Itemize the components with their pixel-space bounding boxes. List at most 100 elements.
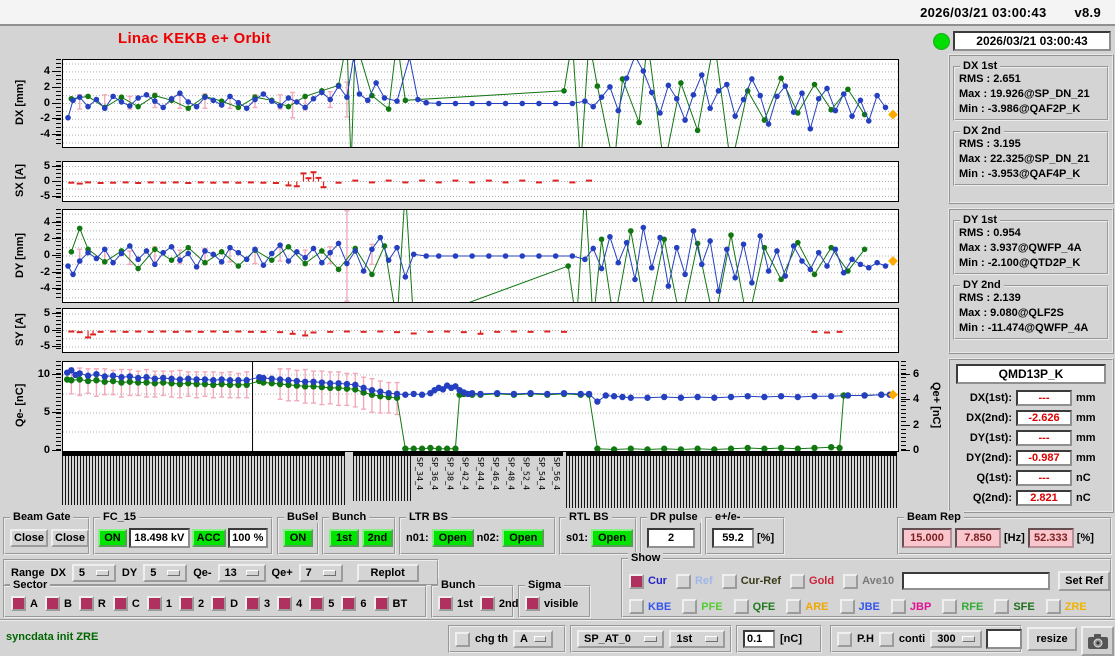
monitor-row-value: 2.821: [1016, 490, 1072, 506]
set-ref-button[interactable]: Set Ref: [1058, 571, 1110, 591]
show-checkbox-cur[interactable]: [629, 574, 644, 589]
bunch-filter-checkbox-2nd[interactable]: [480, 596, 495, 611]
extra-input[interactable]: [986, 629, 1022, 649]
y-tick-mark: [52, 166, 61, 167]
sector-checkbox-3[interactable]: [245, 596, 260, 611]
y-tick-mark: [52, 313, 61, 314]
stats-line: RMS : 2.651: [959, 72, 1105, 87]
sector-checkbox-5[interactable]: [309, 596, 324, 611]
monitor-row-label: Q(1st):: [952, 472, 1012, 484]
stats-line: Min : -11.474@QWFP_4A: [959, 321, 1105, 336]
bunch-select-group: Bunch 1st 2nd: [322, 517, 396, 555]
sector-checkbox-4[interactable]: [277, 596, 292, 611]
sigma-item-visible: visible: [525, 596, 578, 611]
replot-button[interactable]: Replot: [357, 564, 419, 582]
show-checkbox-gold[interactable]: [790, 574, 805, 589]
rtl-s01-label: s01:: [566, 532, 588, 544]
show-checkbox-rfe[interactable]: [942, 599, 957, 614]
y-tick-mark: [52, 346, 61, 347]
resize-button[interactable]: resize: [1027, 627, 1077, 651]
bpm-label: SP_46_4: [491, 457, 500, 498]
sector-group: Sector ABRC12D3456BT: [3, 585, 427, 618]
sector-label: BT: [393, 598, 408, 610]
show-label: Cur-Ref: [741, 575, 781, 587]
ltr-n02-open-button[interactable]: Open: [502, 529, 544, 547]
points-select[interactable]: 300: [930, 630, 982, 648]
chg-th-checkbox[interactable]: [455, 632, 470, 647]
bunch-readout-select[interactable]: 1st: [669, 630, 725, 648]
screenshot-camera-button[interactable]: [1081, 626, 1114, 656]
y-tick-label: 0: [26, 444, 50, 456]
show-item-sfe: SFE: [994, 599, 1034, 614]
monitor-row-label: DX(2nd):: [952, 412, 1012, 424]
show-checkbox-pfe[interactable]: [682, 599, 697, 614]
y-tick-mark: [52, 196, 61, 197]
show-checkbox-jbe[interactable]: [840, 599, 855, 614]
range-label: Range: [11, 567, 45, 579]
show-checkbox-jbp[interactable]: [891, 599, 906, 614]
range-qep-select[interactable]: 7: [299, 564, 343, 582]
sector-checkbox-c[interactable]: [113, 596, 128, 611]
option-menu-icon: [534, 636, 546, 642]
option-menu-icon: [96, 570, 109, 576]
stats-group-dy-2nd: DY 2ndRMS : 2.139Max : 9.080@QLF2SMin : …: [953, 285, 1109, 340]
sector-checkbox-b[interactable]: [45, 596, 60, 611]
y-tick-label: 4: [26, 65, 50, 77]
beam-rep-value-2: 7.850: [955, 528, 1001, 548]
bunch-filter-checkbox-1st[interactable]: [438, 596, 453, 611]
y-tick-mark: [52, 134, 61, 135]
ltr-n01-open-button[interactable]: Open: [432, 529, 474, 547]
titlebar-datetime: 2026/03/21 03:00:43: [920, 5, 1060, 20]
sector-checkbox-d[interactable]: [211, 596, 226, 611]
chg-th-select[interactable]: A: [513, 630, 553, 648]
busel-on-button[interactable]: ON: [283, 529, 313, 547]
ph-checkbox[interactable]: [837, 632, 852, 647]
bunch-1st-button[interactable]: 1st: [329, 529, 359, 547]
sector-item-bt: BT: [374, 596, 408, 611]
show-checkbox-are[interactable]: [786, 599, 801, 614]
y-tick-mark: [52, 255, 61, 256]
show-checkbox-kbe[interactable]: [629, 599, 644, 614]
rtl-s01-open-button[interactable]: Open: [591, 529, 633, 547]
show-item-pfe: PFE: [682, 599, 722, 614]
monitor-row-unit: mm: [1076, 412, 1096, 424]
y-tick-label: -2: [26, 266, 50, 278]
threshold-input[interactable]: [743, 630, 775, 648]
range-dy-select[interactable]: 5: [143, 564, 187, 582]
sector-checkbox-2[interactable]: [179, 596, 194, 611]
sector-label: D: [230, 598, 238, 610]
sector-title: Sector: [10, 579, 50, 591]
stats-line: RMS : 0.954: [959, 226, 1105, 241]
sector-checkbox-1[interactable]: [147, 596, 162, 611]
sector-checkbox-6[interactable]: [341, 596, 356, 611]
bpm-label: SP_48_4: [506, 457, 515, 498]
sector-checkbox-r[interactable]: [79, 596, 94, 611]
plot-dx: [62, 59, 899, 148]
show-checkbox-qfe[interactable]: [734, 599, 749, 614]
fc15-on-button[interactable]: ON: [98, 529, 127, 547]
beam-gate-close-2-button[interactable]: Close: [51, 529, 89, 547]
conti-checkbox[interactable]: [879, 632, 894, 647]
sigma-checkbox-visible[interactable]: [525, 596, 540, 611]
bpm-labels-readable: SP_34_4SP_36_4SP_38_4SP_42_4SP_44_4SP_46…: [413, 451, 563, 499]
show-checkbox-sfe[interactable]: [994, 599, 1009, 614]
show-checkbox-zre[interactable]: [1046, 599, 1061, 614]
beam-gate-close-1-button[interactable]: Close: [10, 529, 48, 547]
range-group: Range DX 5 DY 5 Qe- 13 Qe+ 7 Replot: [3, 559, 439, 586]
range-qem-select[interactable]: 13: [218, 564, 266, 582]
beam-gate-group: Beam Gate Close Close: [3, 517, 90, 555]
plot-sy: [62, 308, 899, 353]
acquisition-time: 2026/03/21 03:00:43: [953, 31, 1111, 51]
sp-monitor-select[interactable]: SP_AT_0: [577, 630, 664, 648]
show-checkbox-ref[interactable]: [676, 574, 691, 589]
range-dx-select[interactable]: 5: [72, 564, 116, 582]
ref-file-input[interactable]: [902, 572, 1050, 590]
bunch-2nd-button[interactable]: 2nd: [362, 529, 393, 547]
sector-checkbox-a[interactable]: [11, 596, 26, 611]
right-y-axis-label: Qe+ [nC]: [928, 361, 942, 450]
show-item-jbp: JBP: [891, 599, 931, 614]
fc15-acc-button[interactable]: ACC: [192, 529, 226, 547]
sector-checkbox-bt[interactable]: [374, 596, 389, 611]
show-checkbox-ave10[interactable]: [843, 574, 858, 589]
show-checkbox-cur-ref[interactable]: [722, 574, 737, 589]
